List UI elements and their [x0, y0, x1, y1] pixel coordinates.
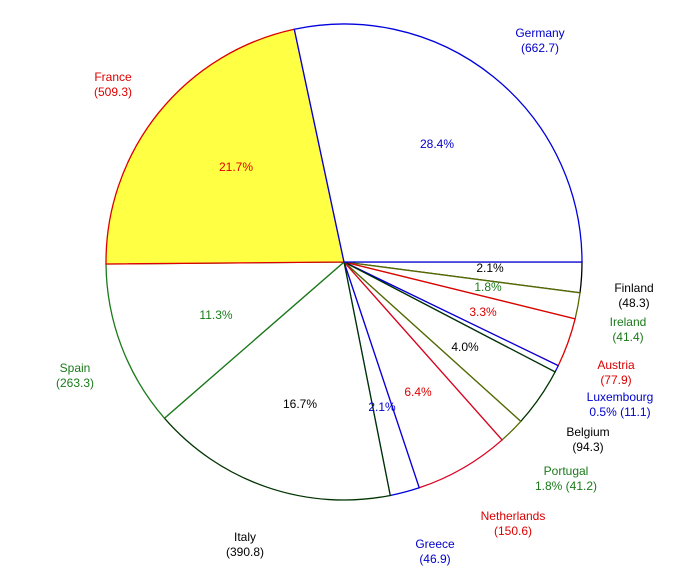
pie-slice-spain: [105, 261, 346, 420]
country-label-germany: Germany (662.7): [515, 26, 564, 55]
country-label-austria: Austria (77.9): [597, 358, 635, 387]
country-label-greece: Greece (46.9): [415, 537, 455, 566]
country-label-italy: Italy (390.8): [226, 530, 264, 559]
country-label-belgium: Belgium (94.3): [566, 425, 609, 454]
percent-label-finland: 2.1%: [476, 261, 504, 275]
country-label-finland: Finland (48.3): [614, 281, 653, 310]
percent-label-belgium: 4.0%: [451, 340, 479, 354]
percent-label-spain: 11.3%: [199, 308, 232, 322]
country-label-luxembourg: Luxembourg 0.5% (11.1): [587, 390, 654, 419]
pie-slices: [105, 23, 583, 501]
percent-label-austria: 3.3%: [469, 305, 497, 319]
country-label-spain: Spain (263.3): [56, 361, 94, 390]
country-label-portugal: Portugal 1.8% (41.2): [535, 464, 597, 493]
pie-slice-germany: [293, 23, 583, 263]
percent-label-germany: 28.4%: [420, 137, 454, 151]
percent-label-greece: 2.1%: [368, 400, 396, 414]
percent-label-ireland: 1.8%: [474, 280, 502, 294]
country-label-ireland: Ireland (41.4): [610, 315, 647, 344]
pie-slice-france: [105, 28, 345, 265]
percent-label-france: 21.7%: [219, 160, 253, 174]
country-label-france: France (509.3): [94, 70, 132, 99]
pie-slice-italy: [163, 260, 392, 501]
percent-label-italy: 16.7%: [283, 397, 317, 411]
percent-labels: 2.1% 1.8% 3.3% 4.0% 6.4% 2.1% 16.7% 11.3% 21.7% 2…: [199, 137, 504, 414]
percent-label-netherlands: 6.4%: [404, 385, 432, 399]
country-labels: Finland (48.3) Ireland (41.4) Austria (77.9) L…: [56, 26, 654, 566]
country-label-netherlands: Netherlands (150.6): [481, 509, 546, 538]
